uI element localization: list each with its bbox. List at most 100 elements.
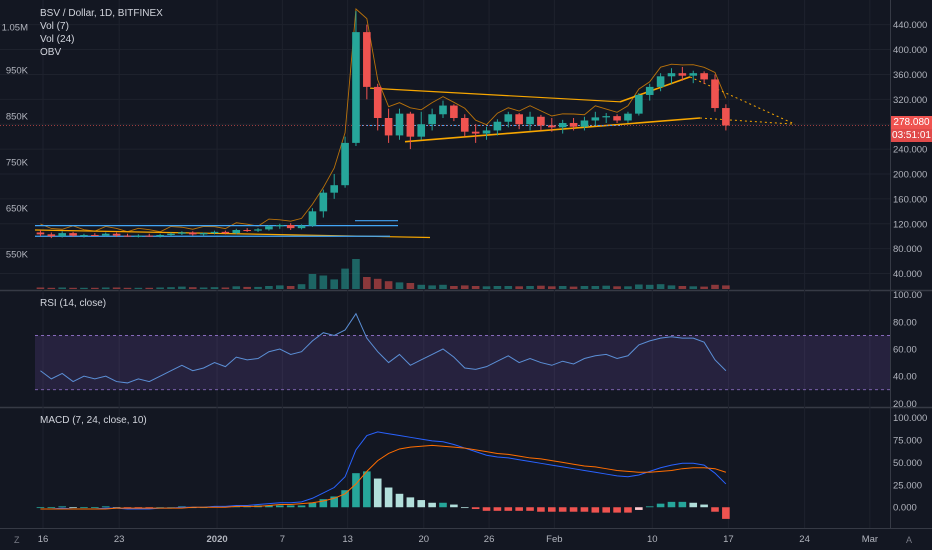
- candle-body: [667, 73, 676, 77]
- volume-bar: [373, 278, 382, 289]
- volume-bar: [297, 284, 306, 289]
- volume-bar: [689, 286, 698, 289]
- macd-histogram-bar: [439, 502, 447, 508]
- symbol-title[interactable]: BSV / Dollar, 1D, BITFINEX: [40, 8, 163, 19]
- volume-bar: [417, 284, 426, 289]
- volume-bar: [591, 286, 600, 289]
- overlay-obv[interactable]: OBV: [40, 47, 62, 58]
- rsi-legend[interactable]: RSI (14, close): [40, 297, 106, 310]
- candle-body: [591, 117, 600, 121]
- macd-tick-label: 0.000: [893, 503, 917, 514]
- candle-body: [188, 232, 197, 235]
- macd-histogram-bar: [352, 473, 360, 508]
- macd-histogram-bar: [308, 502, 317, 508]
- price-tick-label: 360.000: [893, 70, 927, 81]
- time-tick-label: Feb: [546, 534, 562, 545]
- macd-histogram-bar: [558, 507, 567, 512]
- volume-bar: [711, 284, 719, 289]
- volume-bar: [678, 286, 687, 289]
- volume-tick-label: 550K: [6, 250, 29, 261]
- rsi-tick-label: 100.00: [893, 290, 922, 301]
- volume-bar: [352, 259, 360, 289]
- macd-histogram-bar: [373, 478, 382, 508]
- volume-tick-label: 1.05M: [2, 23, 28, 34]
- macd-histogram-bar: [526, 507, 534, 511]
- macd-histogram-bar: [265, 505, 273, 508]
- volume-bar: [471, 286, 480, 289]
- price-tick-label: 120.000: [893, 219, 927, 230]
- timezone-icon[interactable]: Z: [14, 535, 20, 545]
- candle-body: [352, 32, 360, 143]
- time-tick-label: 13: [342, 534, 353, 545]
- time-tick-label: 7: [280, 534, 285, 545]
- time-tick-label: 23: [114, 534, 125, 545]
- volume-bar: [80, 287, 88, 289]
- candle-body: [80, 234, 88, 236]
- candle-body: [69, 233, 77, 236]
- rsi-band: [35, 335, 890, 390]
- macd-histogram-bar: [667, 501, 676, 508]
- macd-histogram-bar: [591, 507, 600, 513]
- overlay-vol-24[interactable]: Vol (24): [40, 34, 75, 45]
- candle-body: [319, 192, 328, 212]
- candle-body: [47, 234, 56, 237]
- obv-line: [40, 8, 727, 233]
- candle-body: [286, 225, 295, 229]
- candle-body: [36, 232, 45, 235]
- volume-bar: [460, 285, 469, 289]
- candle-body: [537, 116, 545, 126]
- countdown-badge: 03:51:01: [891, 129, 932, 142]
- candle-body: [569, 122, 578, 127]
- candle-body: [558, 122, 567, 128]
- macd-histogram-bar: [493, 507, 502, 511]
- triangle-lower-line: [404, 117, 701, 143]
- volume-bar: [101, 287, 110, 289]
- volume-bar: [178, 286, 186, 289]
- time-tick-label: 20: [419, 534, 430, 545]
- macd-histogram-bar: [624, 507, 632, 513]
- volume-bar: [254, 286, 262, 289]
- macd-histogram-bar: [635, 507, 643, 510]
- rsi-label: RSI (14, close): [40, 298, 107, 309]
- macd-legend[interactable]: MACD (7, 24, close, 10): [40, 414, 147, 427]
- overlay-vol-7[interactable]: Vol (7): [40, 21, 69, 32]
- candle-body: [384, 118, 393, 136]
- volume-bar: [319, 275, 328, 289]
- volume-bar: [210, 287, 219, 289]
- candle-body: [395, 113, 404, 136]
- candle-body: [417, 124, 426, 137]
- volume-bar: [188, 287, 197, 289]
- volume-bar: [232, 286, 241, 289]
- volume-bar: [286, 286, 295, 289]
- macd-histogram-bar: [656, 503, 665, 508]
- volume-bar: [504, 286, 513, 289]
- volume-bar: [69, 287, 77, 289]
- volume-bar: [482, 286, 491, 289]
- volume-bar: [602, 285, 610, 289]
- time-tick-label: Mar: [862, 534, 878, 545]
- candle-body: [428, 114, 436, 125]
- candle-body: [330, 185, 338, 193]
- last-price-badge: 278.080: [891, 116, 932, 129]
- macd-histogram-bar: [515, 507, 523, 511]
- signal-line: [40, 444, 727, 510]
- macd-histogram-bar: [384, 487, 393, 508]
- price-tick-label: 80.000: [893, 244, 922, 255]
- candle-body: [526, 116, 534, 125]
- auto-scale-icon[interactable]: A: [906, 535, 913, 545]
- candle-body: [276, 225, 284, 227]
- macd-histogram-bar: [101, 506, 110, 508]
- rising-wedge-line: [619, 76, 691, 103]
- candle-body: [722, 108, 730, 126]
- volume-bar: [363, 277, 371, 289]
- volume-bar: [36, 287, 45, 289]
- volume-tick-label: 950K: [6, 66, 29, 77]
- macd-histogram-bar: [319, 499, 328, 508]
- volume-bar: [145, 287, 154, 289]
- macd-histogram-bar: [482, 507, 491, 511]
- volume-bar: [167, 287, 175, 289]
- macd-histogram-bar: [80, 507, 88, 509]
- volume-bar: [384, 281, 393, 289]
- macd-histogram-bar: [504, 507, 513, 511]
